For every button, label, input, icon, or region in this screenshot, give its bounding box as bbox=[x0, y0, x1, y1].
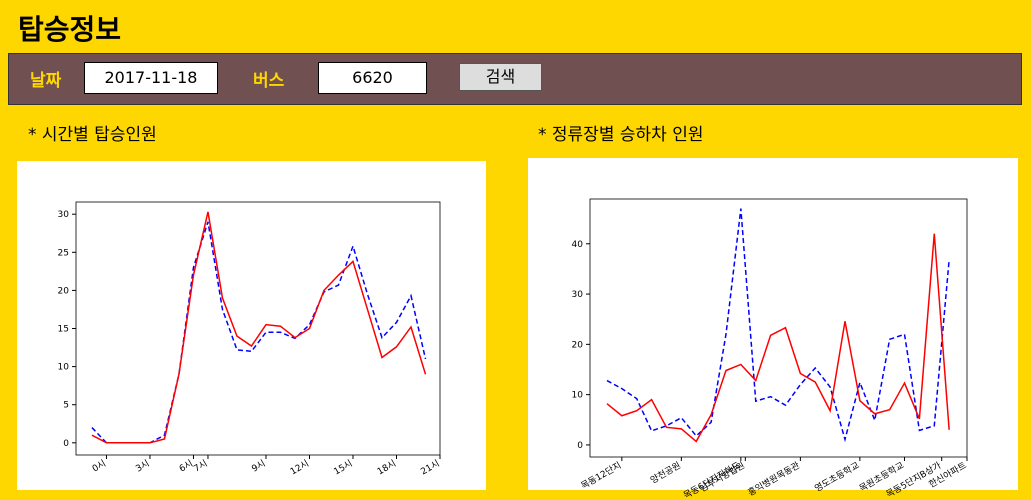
y-tick-label: 30 bbox=[58, 210, 70, 220]
chart-panel bbox=[17, 161, 486, 490]
data-line bbox=[91, 221, 427, 444]
y-tick-label: 40 bbox=[572, 240, 584, 250]
data-line bbox=[91, 211, 427, 444]
date-input[interactable]: 2017-11-18 bbox=[84, 62, 218, 94]
y-tick-label: 25 bbox=[58, 248, 69, 258]
chart-title: * 시간별 탑승인원 bbox=[28, 125, 157, 145]
y-tick-label: 0 bbox=[63, 439, 69, 449]
search-button[interactable]: 검색 bbox=[459, 63, 542, 91]
page-title: 탑승정보 bbox=[18, 13, 122, 46]
bus-label: 버스 bbox=[253, 71, 285, 91]
y-tick-label: 10 bbox=[58, 363, 70, 373]
bus-input[interactable]: 6620 bbox=[318, 62, 427, 94]
data-line bbox=[606, 208, 950, 443]
chart-title: * 정류장별 승하차 인원 bbox=[538, 125, 704, 145]
y-tick-label: 30 bbox=[572, 290, 584, 300]
y-tick-label: 15 bbox=[58, 325, 69, 335]
y-tick-label: 5 bbox=[63, 401, 69, 411]
plot-frame bbox=[589, 198, 968, 458]
y-tick-label: 20 bbox=[572, 340, 584, 350]
data-line bbox=[606, 233, 950, 443]
y-tick-label: 20 bbox=[58, 286, 70, 296]
y-tick-label: 10 bbox=[572, 391, 584, 401]
y-tick-label: 0 bbox=[577, 441, 583, 451]
chart-panel bbox=[528, 158, 1018, 490]
date-label: 날짜 bbox=[30, 71, 62, 91]
